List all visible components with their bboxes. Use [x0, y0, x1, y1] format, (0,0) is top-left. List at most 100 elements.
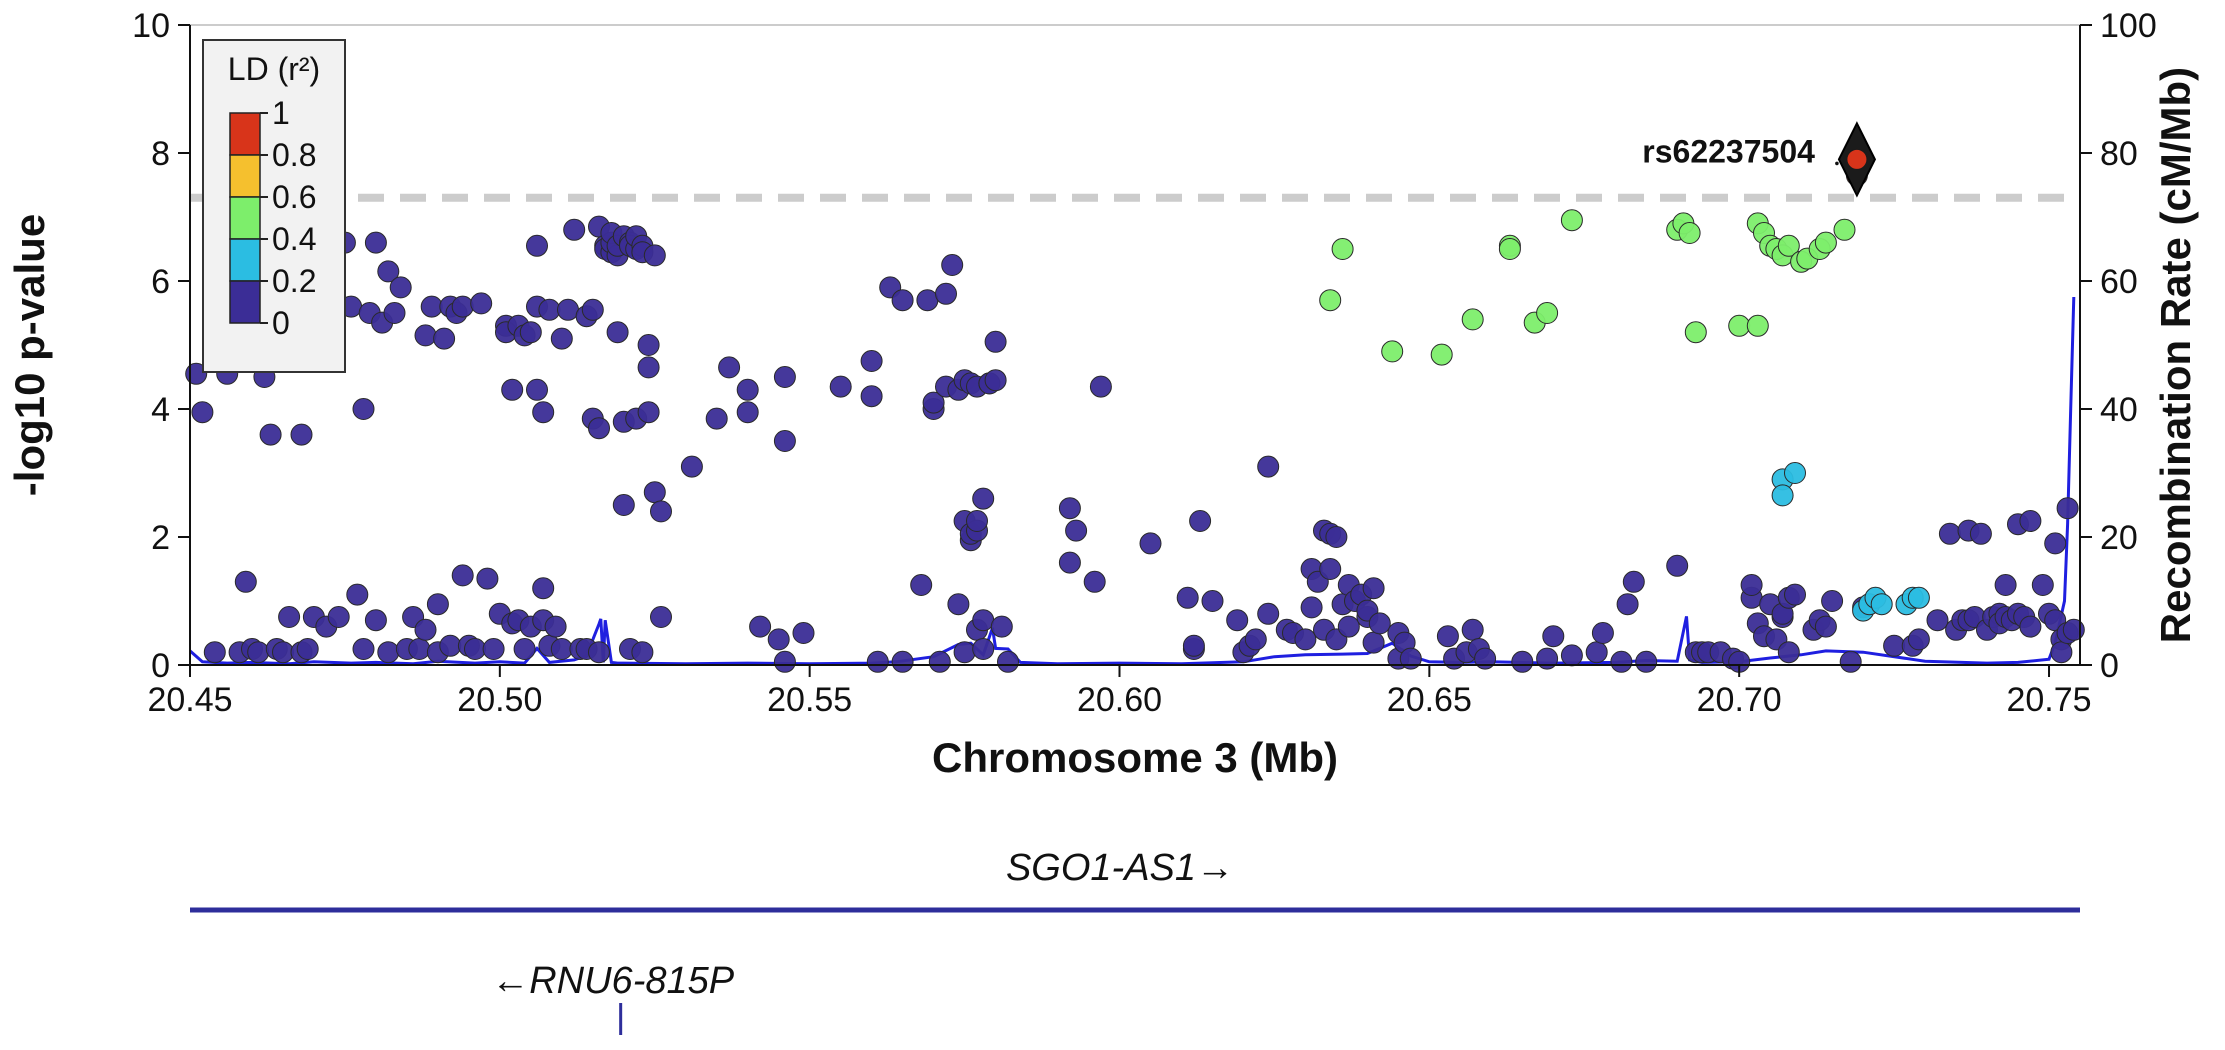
snp-point: [1300, 596, 1323, 619]
snp-point: [203, 641, 226, 664]
snp-point: [1511, 650, 1534, 673]
snp-point: [352, 398, 375, 420]
snp-point: [792, 622, 815, 644]
snp-point: [451, 295, 474, 318]
snp-point: [247, 641, 270, 664]
snp-point: [2019, 510, 2042, 532]
snp-point: [972, 609, 995, 632]
legend-box: [202, 39, 346, 373]
snp-point: [860, 350, 883, 372]
snp-point: [259, 423, 282, 446]
snp-point: [1777, 641, 1800, 664]
snp-point: [1325, 526, 1348, 548]
snp-point: [1994, 574, 2017, 596]
snp-point: [972, 638, 995, 660]
snp-point: [1591, 622, 1614, 644]
snp-point: [1610, 650, 1633, 673]
snp-point: [1065, 519, 1088, 542]
snp-point: [364, 231, 387, 254]
snp-point: [650, 606, 672, 628]
snp-point: [234, 570, 257, 593]
snp-point: [1542, 625, 1565, 648]
snp-point: [1294, 628, 1317, 651]
snp-point: [1926, 609, 1949, 632]
snp-point: [736, 378, 759, 401]
snp-point: [972, 487, 995, 510]
snp-point: [705, 407, 728, 430]
snp-point: [1381, 340, 1404, 363]
snp-point: [588, 641, 610, 664]
snp-point: [1362, 577, 1385, 600]
snp-point: [1139, 532, 1162, 555]
gene-label: SGO1-AS1→: [1006, 847, 1234, 889]
snp-point: [1585, 641, 1608, 664]
snp-point: [2031, 574, 2054, 596]
x-tick-label: 20.70: [1697, 681, 1782, 719]
snp-point: [1083, 570, 1106, 593]
snp-point: [2062, 618, 2085, 641]
snp-point: [2056, 497, 2079, 520]
snp-point: [767, 628, 790, 651]
snp-point: [1368, 612, 1391, 635]
snp-point: [1257, 602, 1280, 625]
legend-swatch: [229, 112, 261, 156]
snp-point: [470, 292, 493, 315]
lead-snp-layer: rs62237504: [1642, 121, 1877, 198]
snp-point: [1536, 302, 1559, 324]
snp-point: [519, 321, 542, 344]
snp-point: [408, 638, 431, 660]
snp-point: [1814, 231, 1837, 254]
legend-break-label: 0.6: [272, 179, 316, 215]
snp-point: [773, 366, 796, 388]
ld-legend: LD (r²) 1 0.8 0.6 0.4 0.2 0: [202, 39, 346, 373]
snp-point: [1189, 510, 1212, 532]
snp-point: [1089, 375, 1112, 398]
snp-point: [464, 638, 486, 660]
snp-point: [2019, 615, 2042, 638]
snp-point: [2044, 532, 2067, 555]
snp-point: [1319, 558, 1342, 580]
snp-point: [482, 638, 505, 660]
snp-point: [1560, 644, 1583, 667]
snp-point: [1784, 583, 1806, 606]
y2-tick-label: 100: [2100, 7, 2157, 45]
y2-tick-label: 40: [2100, 391, 2138, 429]
snp-point: [1740, 574, 1763, 596]
snp-point: [2050, 641, 2073, 664]
snp-point: [773, 650, 796, 673]
lead-snp-label: rs62237504: [1642, 133, 1815, 169]
snp-point: [377, 641, 400, 664]
y-axis-title: -log10 p-value: [6, 214, 53, 496]
snp-point: [327, 606, 350, 628]
snp-point: [1814, 615, 1837, 638]
snp-point: [1436, 625, 1459, 648]
legend-swatch: [229, 280, 261, 324]
snp-point: [426, 593, 449, 616]
y2-tick-label: 0: [2100, 647, 2119, 685]
legend-break-label: 1: [272, 95, 290, 131]
snp-point: [1777, 234, 1800, 257]
snp-point: [1907, 628, 1930, 651]
y-tick-label: 6: [151, 263, 170, 301]
snp-point: [1771, 484, 1794, 507]
snp-point: [532, 401, 555, 424]
snp-point: [606, 321, 629, 344]
snp-point: [557, 298, 579, 321]
snp-point: [860, 385, 883, 408]
snp-point: [290, 423, 313, 446]
snp-point: [1746, 314, 1769, 337]
snp-point: [953, 641, 976, 664]
snp-point: [433, 327, 456, 350]
snp-point: [191, 401, 214, 424]
snp-point: [1176, 586, 1199, 609]
snp-point: [966, 510, 988, 532]
snp-point: [984, 369, 1007, 392]
legend-swatch: [229, 196, 261, 240]
snp-point: [718, 356, 741, 379]
snp-point: [935, 282, 957, 305]
x-tick-label: 20.60: [1077, 681, 1162, 719]
snp-point: [501, 378, 524, 401]
snp-point: [984, 330, 1007, 353]
snp-point: [1616, 593, 1639, 616]
